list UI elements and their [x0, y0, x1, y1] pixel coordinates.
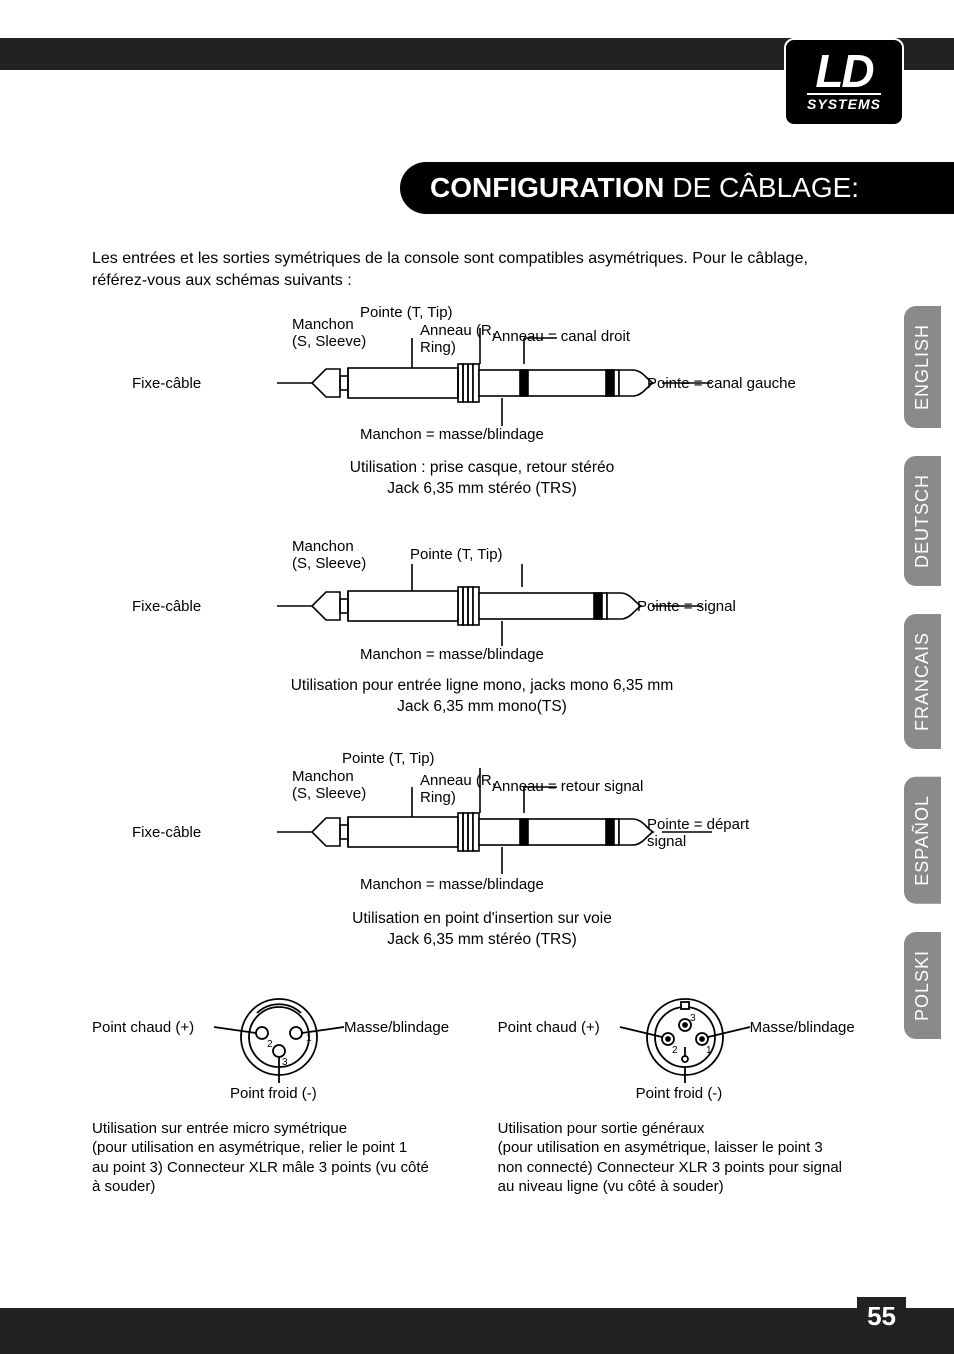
lang-tab-francais[interactable]: FRANCAIS: [904, 614, 941, 749]
label-tip-eq: Pointe = canal gauche: [647, 375, 796, 392]
label-tip-eq: Pointe = départ signal: [647, 816, 749, 851]
label-ring-eq: Anneau = canal droit: [492, 328, 630, 345]
caption-xlr-female: Utilisation pour sortie généraux (pour u…: [498, 1119, 872, 1197]
svg-text:2: 2: [672, 1045, 678, 1056]
svg-text:3: 3: [690, 1013, 696, 1024]
language-tabs: ENGLISH DEUTSCH FRANCAIS ESPAÑOL POLSKI: [904, 306, 946, 1067]
caption-xlr-male: Utilisation sur entrée micro symétrique …: [92, 1119, 466, 1197]
label-cold: Point froid (-): [636, 1085, 723, 1102]
logo-top: LD: [815, 52, 872, 91]
lang-tab-deutsch[interactable]: DEUTSCH: [904, 456, 941, 586]
svg-text:1: 1: [306, 1033, 312, 1044]
label-tip: Pointe (T, Tip): [360, 304, 453, 321]
caption-trs-stereo: Utilisation : prise casque, retour stéré…: [92, 458, 872, 500]
lang-tab-english[interactable]: ENGLISH: [904, 306, 941, 428]
jack-ts-mono: Fixe-câble Manchon (S, Sleeve) Pointe (T…: [92, 536, 872, 718]
label-hot: Point chaud (+): [498, 1019, 600, 1036]
label-ring: Anneau (R, Ring): [420, 772, 496, 807]
label-shield: Masse/blindage: [344, 1019, 449, 1036]
brand-logo: LD SYSTEMS: [784, 38, 904, 126]
svg-text:2: 2: [267, 1039, 273, 1050]
svg-text:3: 3: [282, 1057, 288, 1068]
xlr-row: 2 1 3 Point chaud (+) Masse/blindage Poi…: [92, 987, 872, 1197]
label-hot: Point chaud (+): [92, 1019, 194, 1036]
page-number: 55: [857, 1297, 906, 1336]
caption-ts-mono: Utilisation pour entrée ligne mono, jack…: [92, 676, 872, 718]
label-sleeve: Manchon (S, Sleeve): [292, 538, 366, 573]
caption-trs-insert: Utilisation en point d'insertion sur voi…: [92, 909, 872, 951]
label-sleeve-eq: Manchon = masse/blindage: [360, 426, 544, 443]
label-fixe-cable: Fixe-câble: [132, 375, 201, 392]
label-shield: Masse/blindage: [750, 1019, 855, 1036]
label-cold: Point froid (-): [230, 1085, 317, 1102]
title-bold: CONFIGURATION: [430, 172, 664, 204]
jack-trs-stereo: Fixe-câble Manchon (S, Sleeve) Pointe (T…: [92, 308, 872, 500]
label-fixe-cable: Fixe-câble: [132, 598, 201, 615]
diagrams: Fixe-câble Manchon (S, Sleeve) Pointe (T…: [92, 308, 872, 1197]
jack-trs-insert: Fixe-câble Manchon (S, Sleeve) Pointe (T…: [92, 754, 872, 951]
xlr-female: 2 1 3 Point chaud (+) Masse/blindage Poi…: [498, 987, 872, 1197]
label-tip: Pointe (T, Tip): [410, 546, 503, 563]
lang-tab-polski[interactable]: POLSKI: [904, 932, 941, 1039]
xlr-male: 2 1 3 Point chaud (+) Masse/blindage Poi…: [92, 987, 466, 1197]
label-sleeve: Manchon (S, Sleeve): [292, 768, 366, 803]
label-fixe-cable: Fixe-câble: [132, 824, 201, 841]
logo-bottom: SYSTEMS: [807, 93, 881, 112]
bottom-bar: [0, 1308, 954, 1354]
label-ring: Anneau (R, Ring): [420, 322, 496, 357]
label-ring-eq: Anneau = retour signal: [492, 778, 643, 795]
label-tip: Pointe (T, Tip): [342, 750, 435, 767]
label-sleeve-eq: Manchon = masse/blindage: [360, 646, 544, 663]
label-sleeve: Manchon (S, Sleeve): [292, 316, 366, 351]
title-light: DE CÂBLAGE:: [672, 172, 859, 204]
intro-text: Les entrées et les sorties symétriques d…: [92, 248, 852, 291]
lang-tab-espanol[interactable]: ESPAÑOL: [904, 777, 941, 904]
section-title-bar: CONFIGURATION DE CÂBLAGE:: [400, 162, 954, 214]
svg-text:1: 1: [706, 1045, 712, 1056]
label-tip-eq: Pointe = signal: [637, 598, 736, 615]
label-sleeve-eq: Manchon = masse/blindage: [360, 876, 544, 893]
